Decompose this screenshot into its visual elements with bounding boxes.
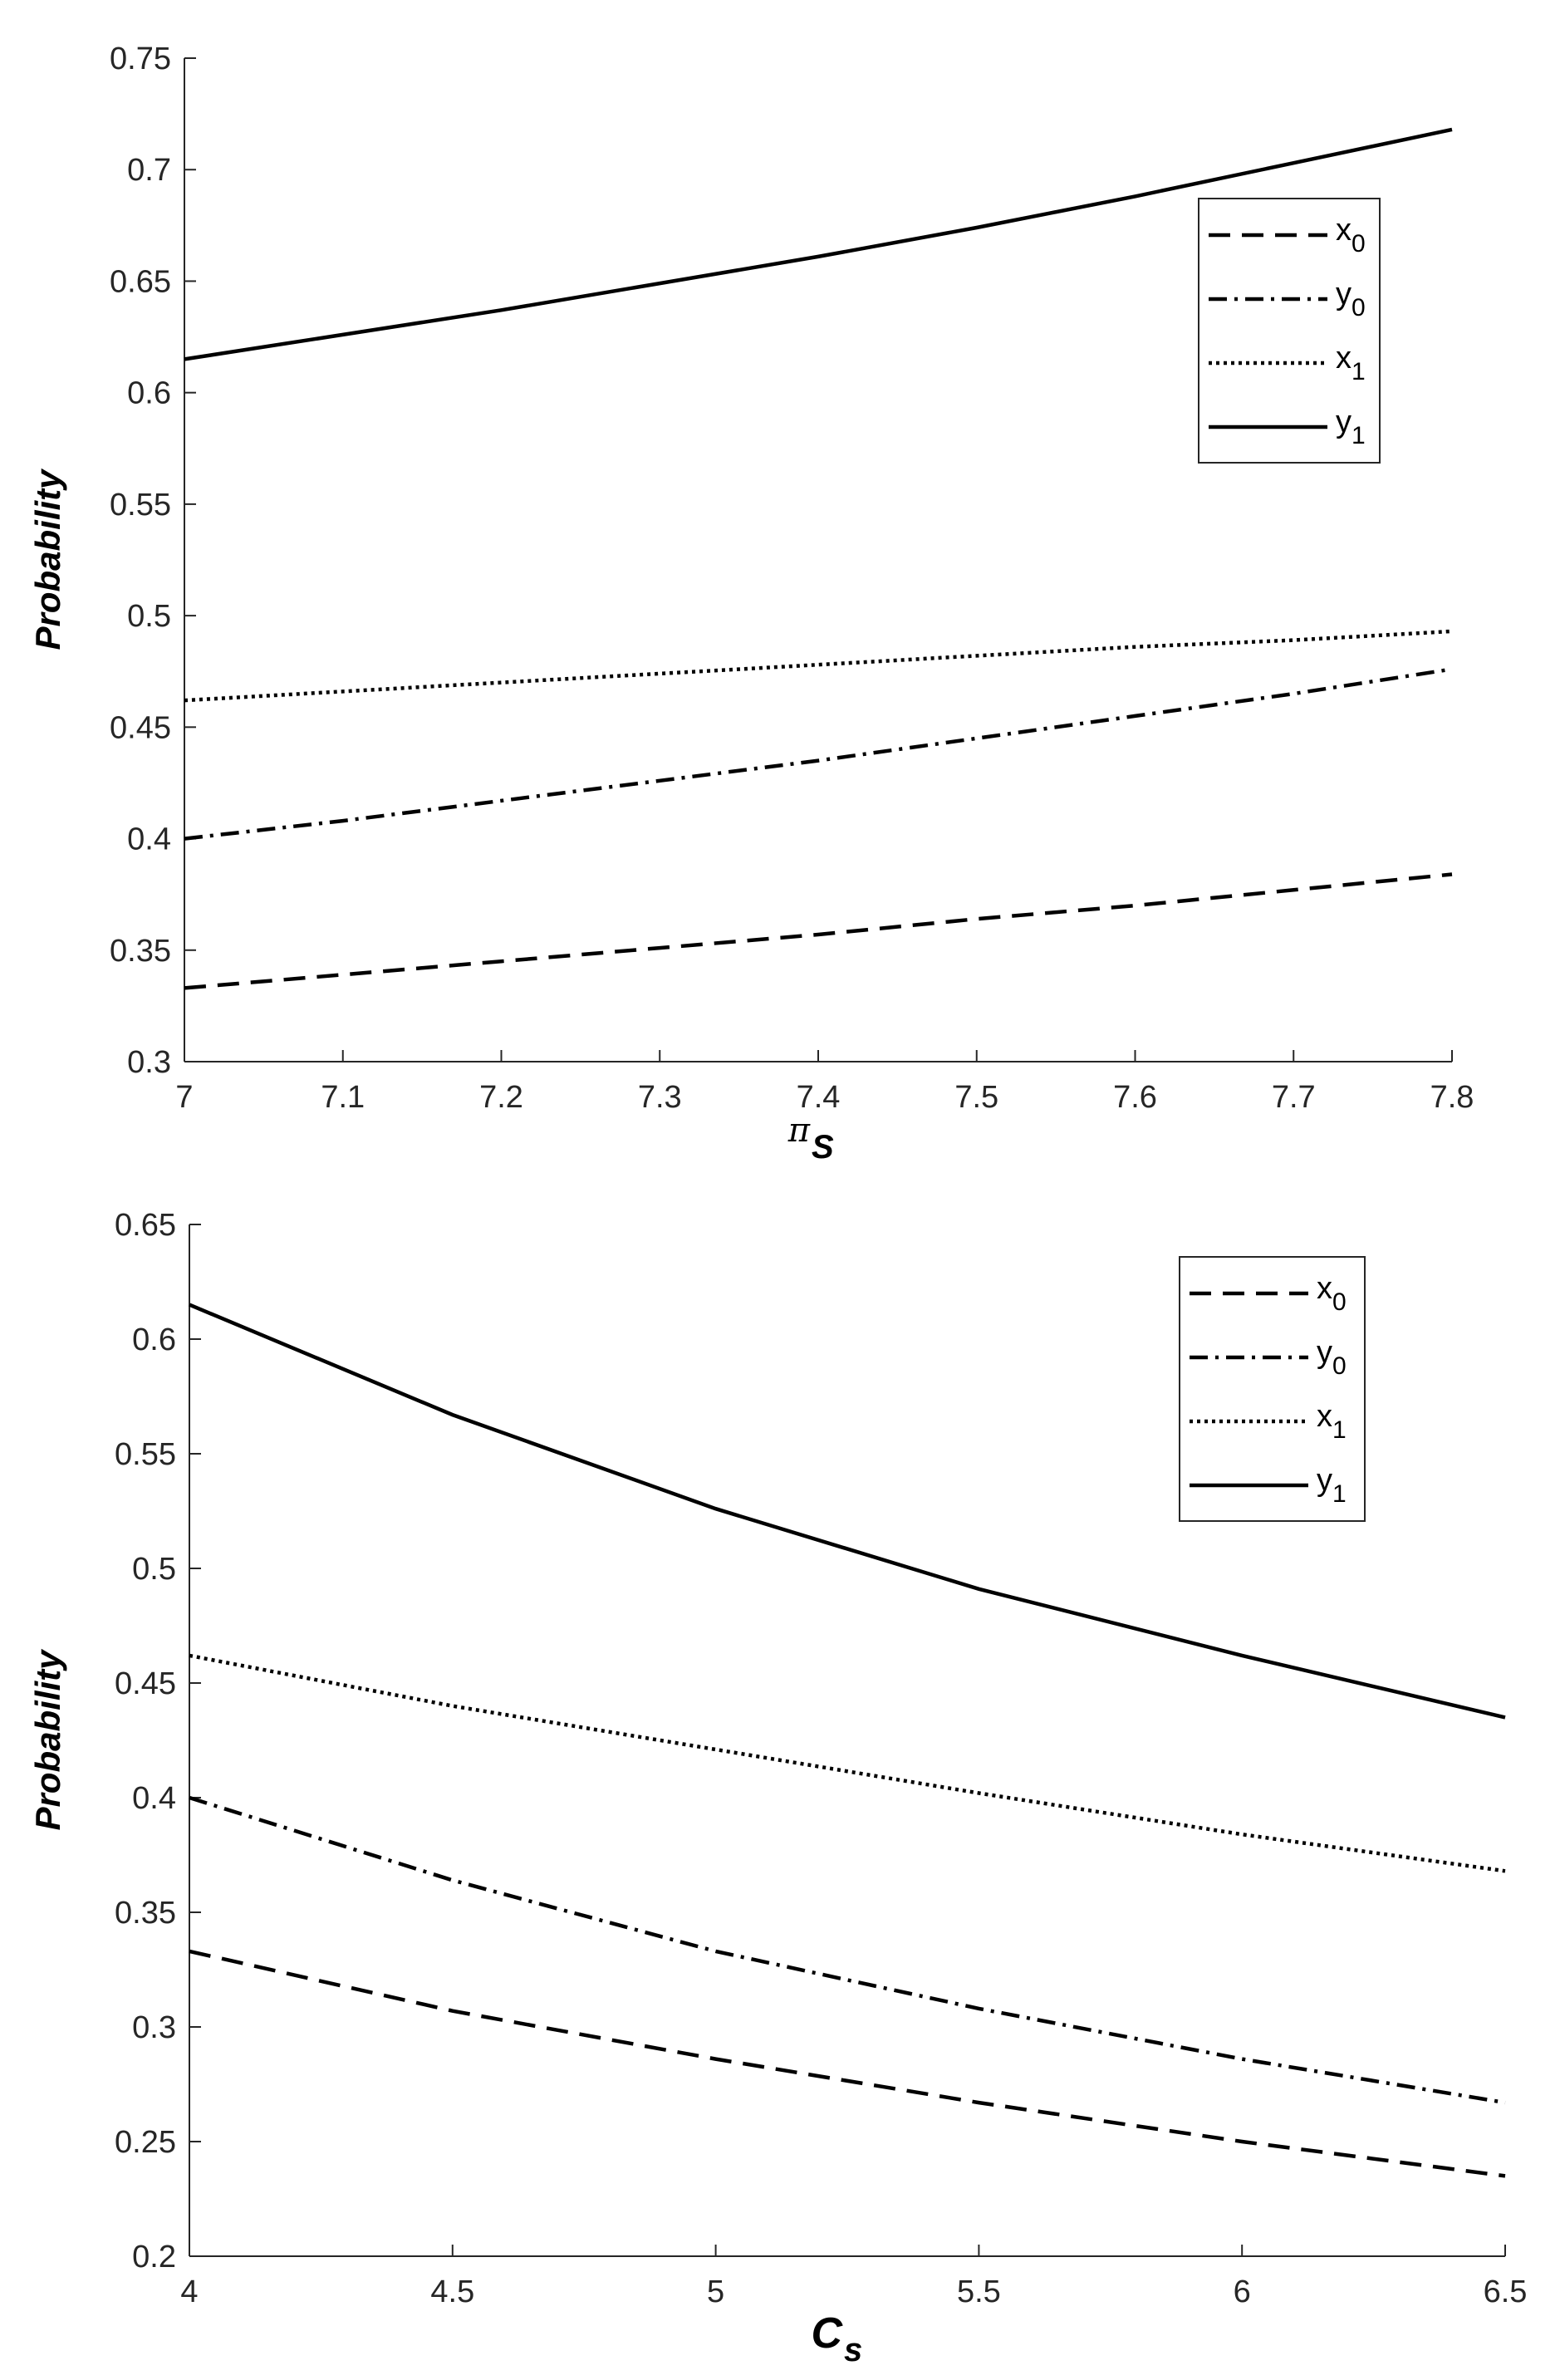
legend-label-main: x [1336,213,1352,248]
x-tick-label: 5 [707,2274,724,2309]
legend-label-subscript: 1 [1332,1480,1347,1508]
x-tick-label: 4 [180,2274,198,2309]
legend-label-main: x [1317,1271,1332,1306]
y-axis-label: Probability [28,1648,67,1831]
y-tick-label: 0.4 [132,1781,176,1816]
x-tick-label: 7.7 [1272,1080,1316,1115]
x-axis-label-symbol: π [787,1111,811,1150]
legend-label-x0: x0 [1336,213,1366,258]
x-tick-label: 7.5 [954,1080,998,1115]
y-tick-label: 0.45 [110,710,171,745]
x-tick-label: 6.5 [1484,2274,1528,2309]
y-tick-label: 0.5 [127,599,171,634]
y-tick-label: 0.25 [115,2125,176,2160]
y-tick-label: 0.35 [115,1896,176,1931]
x-tick-label: 7.4 [797,1080,841,1115]
series-line-x1 [189,1653,1506,1873]
chart-probability-vs-pi-s: 7 7.1 7.2 7.3 7.4 7.5 7.6 7.7 7.8 0.3 0.35 0.4 0.45 0… [28,42,1474,1165]
legend-label-x0: x0 [1317,1271,1347,1316]
y-tick-label: 0.55 [115,1437,176,1472]
legend-label-subscript: 0 [1352,294,1366,321]
y-tick-label: 0.6 [132,1322,176,1357]
y-tick-label: 0.2 [132,2240,176,2274]
y-tick-label: 0.5 [132,1552,176,1587]
legend-label-subscript: 1 [1332,1416,1347,1444]
x-axis-label-subscript: S [812,1129,834,1165]
legend-label-main: y [1317,1463,1332,1498]
legend-label-subscript: 0 [1332,1352,1347,1380]
series-line-x0 [189,1949,1506,2178]
legend-label-y0: y0 [1317,1335,1347,1380]
x-axis-label-symbol: C [811,2309,843,2358]
series-line-y1 [184,127,1453,361]
x-tick-label: 7.1 [321,1080,365,1115]
series-line-y1 [189,1303,1506,1720]
legend-label-subscript: 0 [1332,1288,1347,1316]
x-tick-label: 4.5 [430,2274,474,2309]
y-tick-label: 0.6 [127,376,171,411]
y-tick-label: 0.3 [127,1045,171,1080]
y-tick-label: 0.35 [110,934,171,969]
x-tick-label: 7.8 [1430,1080,1474,1115]
legend-label-x1: x1 [1317,1399,1347,1444]
legend-label-main: y [1317,1335,1332,1370]
legend-label-x1: x1 [1336,341,1366,385]
legend-label-y1: y1 [1317,1463,1347,1508]
y-tick-label: 0.65 [115,1208,176,1243]
y-axis-label: Probability [28,468,67,650]
legend-label-main: x [1317,1399,1332,1434]
y-tick-label: 0.65 [110,264,171,299]
x-tick-label: 5.5 [957,2274,1001,2309]
y-tick-label: 0.3 [132,2010,176,2045]
legend-label-y0: y0 [1336,277,1366,321]
x-tick-label: 7.6 [1113,1080,1157,1115]
legend-label-y1: y1 [1336,405,1366,449]
y-tick-label: 0.7 [127,153,171,188]
series-line-x0 [184,872,1453,990]
y-tick-label: 0.55 [110,488,171,523]
y-tick-label: 0.45 [115,1666,176,1701]
legend-label-subscript: 1 [1352,358,1366,385]
series-line-x1 [184,629,1453,703]
x-tick-label: 6 [1234,2274,1251,2309]
legend-label-main: x [1336,341,1352,375]
y-tick-label: 0.4 [127,822,171,857]
chart-probability-vs-c-s: 4 4.5 5 5.5 6 6.5 0.2 0.25 0.3 0.35 0.4 0.45 0.5 0.55… [28,1208,1528,2368]
series-line-y0 [184,667,1453,841]
legend-box [1198,198,1381,464]
legend-label-main: y [1336,405,1352,439]
legend-box [1179,1256,1366,1522]
x-tick-label: 7.2 [479,1080,523,1115]
legend-label-main: y [1336,277,1352,312]
x-axis-label-subscript: s [844,2332,862,2368]
x-tick-label: 7.3 [638,1080,682,1115]
x-tick-label: 7 [175,1080,193,1115]
series-line-y0 [189,1795,1506,2105]
legend-label-subscript: 1 [1352,422,1366,449]
y-tick-label: 0.75 [110,42,171,76]
legend-label-subscript: 0 [1352,230,1366,258]
